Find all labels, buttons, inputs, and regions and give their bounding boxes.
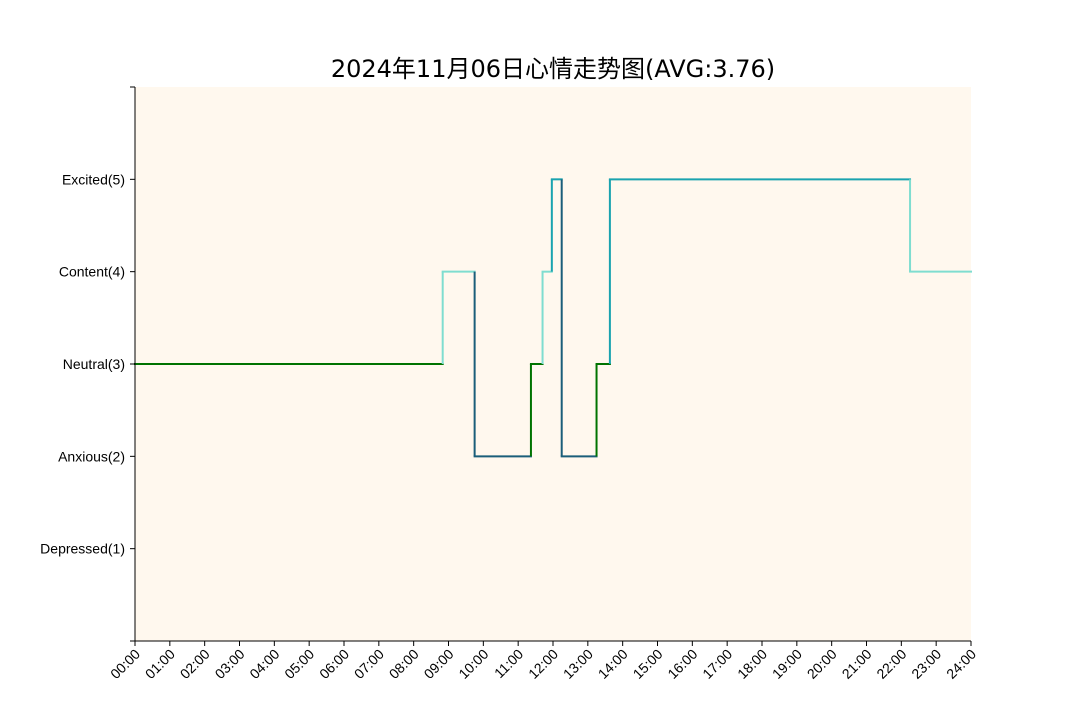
mood-step-line [134,178,972,458]
x-tick-label: 08:00 [386,646,422,682]
x-tick-label: 03:00 [212,646,248,682]
x-tick-label: 18:00 [734,646,770,682]
x-tick-label: 16:00 [664,646,700,682]
x-tick-label: 05:00 [281,646,317,682]
x-tick-label: 13:00 [560,646,596,682]
y-axis-ticks: Depressed(1) Anxious(2) Neutral(3) Content(… [40,86,135,642]
y-tick-label: Neutral(3) [63,356,125,372]
chart-title: 2024年11月06日心情走势图(AVG:3.76) [331,55,775,83]
x-tick-label: 11:00 [491,646,527,682]
x-tick-label: 00:00 [107,646,143,682]
x-tick-label: 24:00 [943,646,979,682]
x-tick-label: 19:00 [769,646,805,682]
x-tick-label: 12:00 [525,646,561,682]
y-tick-label: Anxious(2) [58,448,125,464]
y-tick-label: Content(4) [59,264,125,280]
x-tick-label: 22:00 [873,646,909,682]
x-tick-label: 15:00 [630,646,666,682]
x-tick-label: 14:00 [595,646,631,682]
x-tick-label: 20:00 [804,646,840,682]
y-tick-label: Excited(5) [62,171,125,187]
x-tick-label: 09:00 [421,646,457,682]
x-tick-label: 06:00 [316,646,352,682]
x-axis-ticks: 00:0001:0002:0003:0004:0005:0006:0007:00… [107,641,979,682]
x-tick-label: 01:00 [142,646,178,682]
y-tick-label: Depressed(1) [40,541,125,557]
x-tick-label: 04:00 [246,646,282,682]
x-tick-label: 02:00 [177,646,213,682]
x-tick-label: 07:00 [351,646,387,682]
x-tick-label: 21:00 [839,646,875,682]
x-tick-label: 23:00 [908,646,944,682]
x-tick-label: 10:00 [455,646,491,682]
x-tick-label: 17:00 [699,646,735,682]
